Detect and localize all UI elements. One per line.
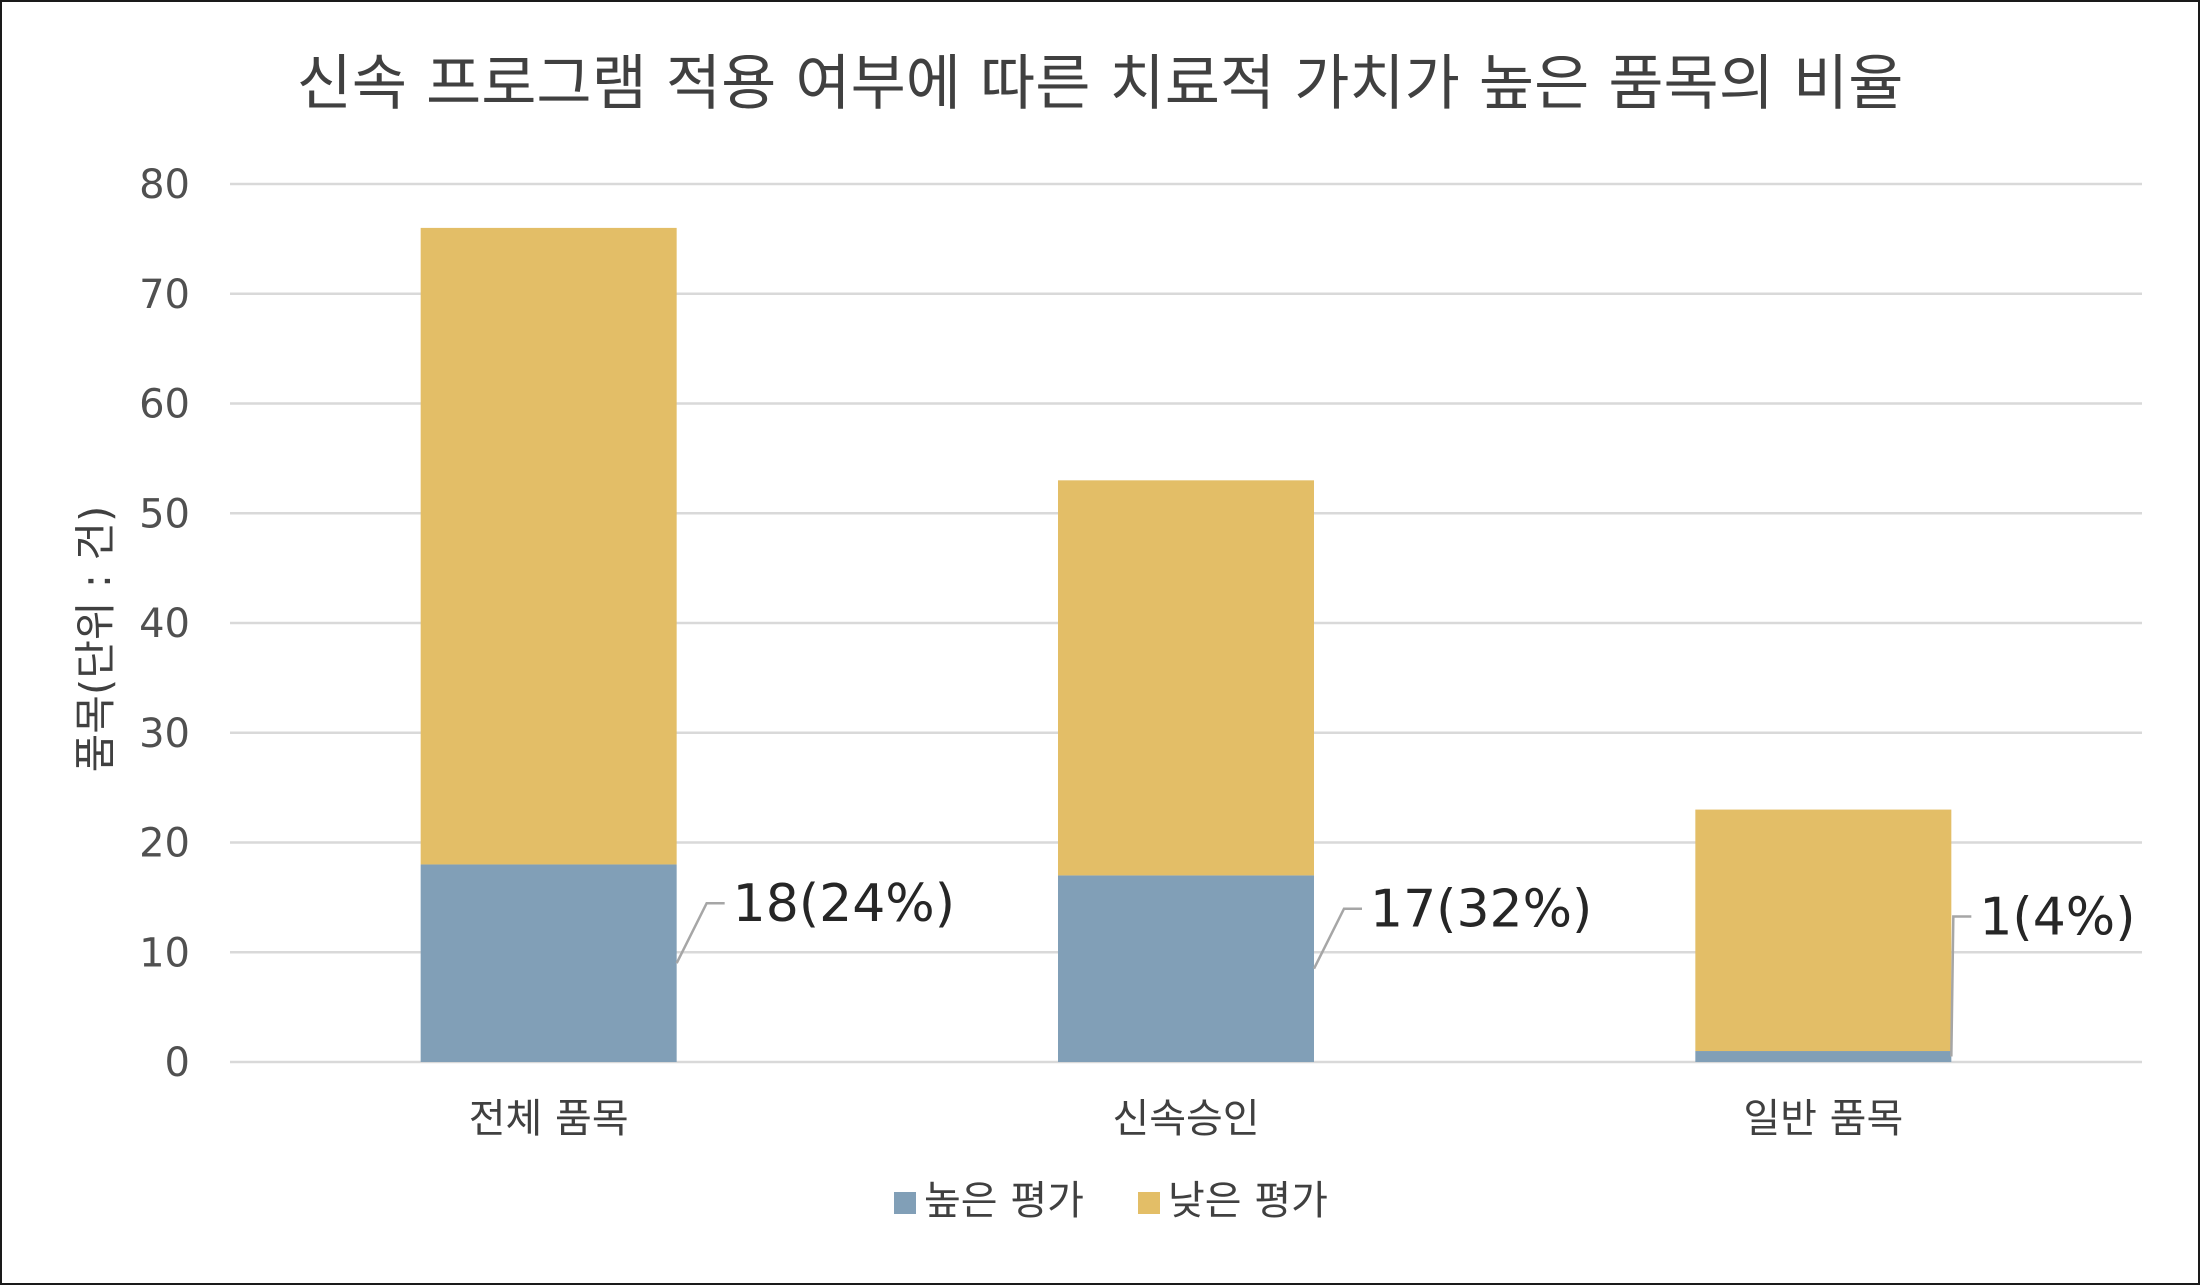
x-category-label: 전체 품목 — [469, 1096, 629, 1142]
data-label-leader — [675, 901, 725, 964]
y-tick-label: 70 — [139, 272, 190, 318]
data-label: 18(24%) — [733, 874, 955, 934]
bar-segment-high — [420, 864, 677, 1062]
data-label: 17(32%) — [1370, 880, 1592, 940]
legend-label: 높은 평가 — [924, 1178, 1084, 1224]
y-tick-label: 80 — [139, 162, 190, 208]
legend-swatch — [894, 1192, 916, 1214]
bar-segment-low — [420, 227, 677, 865]
legend-swatch — [1138, 1192, 1160, 1214]
x-category-label: 일반 품목 — [1743, 1096, 1903, 1142]
y-tick-label: 50 — [139, 491, 190, 537]
legend-label: 낮은 평가 — [1168, 1178, 1328, 1224]
data-labels: 18(24%) 17(32%) 1(4%) — [675, 874, 2135, 1057]
y-tick-label: 30 — [139, 711, 190, 757]
bar-segment-low — [1058, 480, 1314, 876]
y-tick-label: 20 — [139, 821, 190, 867]
data-label-leader — [1950, 915, 1972, 1057]
data-label-leader — [1312, 907, 1362, 970]
bars — [420, 227, 1952, 1062]
x-axis-categories: 전체 품목 신속승인 일반 품목 — [469, 1096, 1904, 1142]
legend: 높은 평가 낮은 평가 — [894, 1178, 1328, 1224]
bar-segment-high — [1058, 875, 1314, 1062]
y-tick-label: 10 — [139, 930, 190, 976]
y-axis-label: 품목(단위 : 건) — [71, 506, 120, 773]
y-tick-label: 0 — [165, 1040, 190, 1086]
bar-segment-high — [1695, 1051, 1952, 1062]
x-category-label: 신속승인 — [1112, 1096, 1259, 1142]
y-axis-ticks: 0 10 20 30 40 50 60 70 80 — [139, 162, 190, 1086]
y-tick-label: 40 — [139, 601, 190, 647]
data-label: 1(4%) — [1979, 888, 2135, 948]
bar-segment-low — [1695, 809, 1952, 1052]
chart-title: 신속 프로그램 적용 여부에 따른 치료적 가치가 높은 품목의 비율 — [297, 49, 1904, 119]
y-tick-label: 60 — [139, 382, 190, 428]
